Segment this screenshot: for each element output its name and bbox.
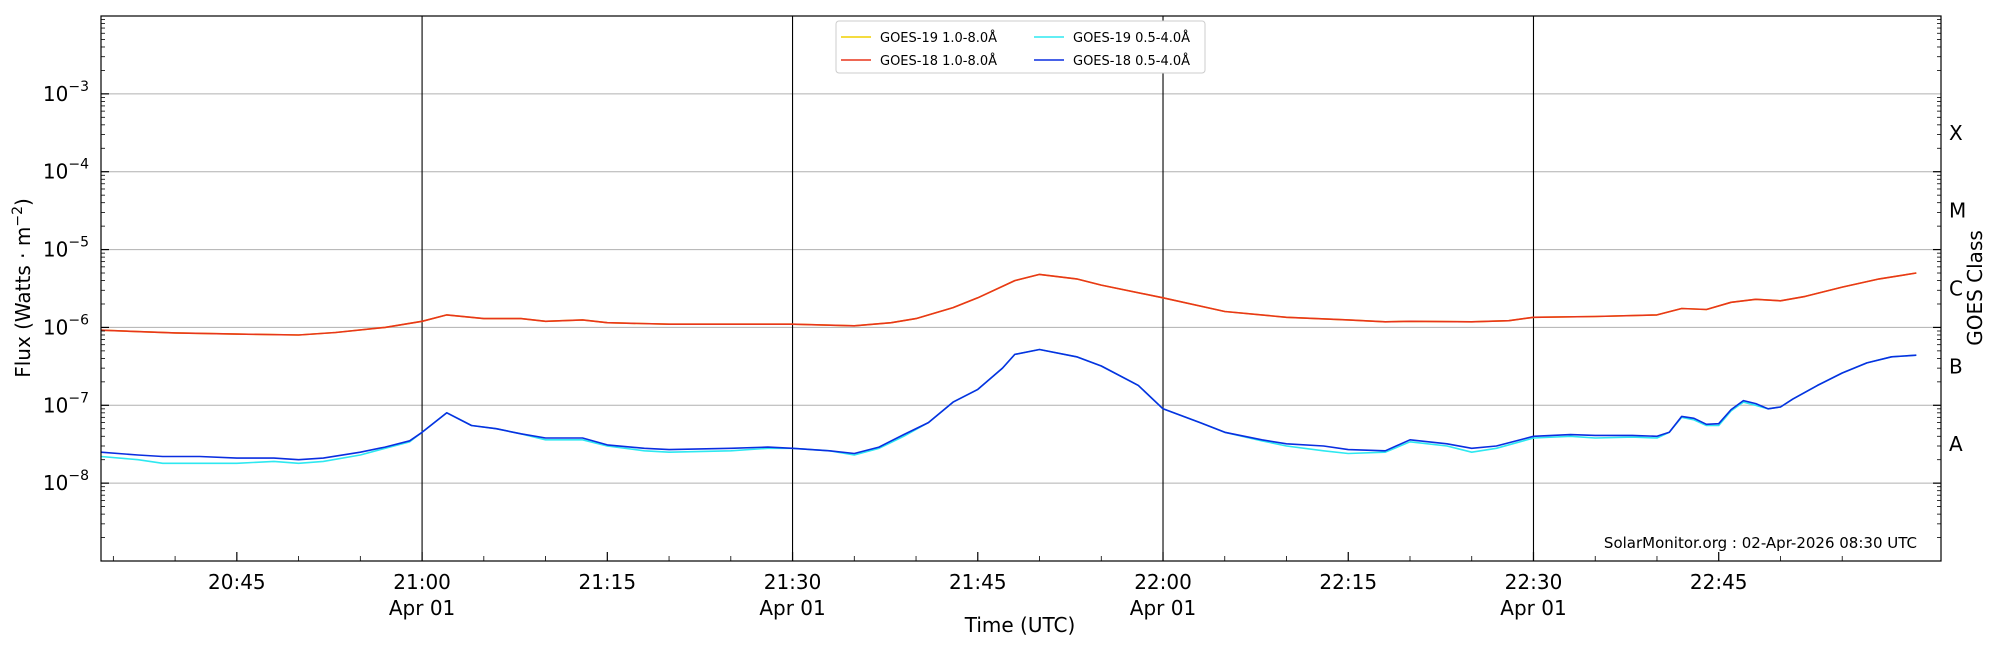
x-tick-label: 22:00: [1134, 570, 1192, 594]
y-axis-label-superscript: −2: [10, 206, 26, 227]
goes-class-label: M: [1949, 199, 1966, 223]
goes-class-axis-label: GOES Class: [1963, 230, 1987, 346]
goes-class-label: C: [1949, 277, 1963, 301]
y-tick-label: 10−5: [43, 235, 89, 262]
y-tick-exponent: −6: [68, 312, 89, 328]
x-tick-label: 21:15: [578, 570, 636, 594]
y-tick-exponent: −7: [68, 390, 89, 406]
goes-class-label: A: [1949, 432, 1963, 456]
x-tick-date-label: Apr 01: [389, 596, 455, 620]
y-tick-exponent: −4: [68, 157, 89, 173]
y-tick-base: 10: [43, 82, 68, 106]
y-tick-label: 10−3: [43, 79, 89, 106]
y-tick-label: 10−7: [43, 390, 89, 417]
y-axis-label-close: ): [11, 198, 35, 206]
x-tick-label: 21:30: [764, 570, 822, 594]
x-tick-date-label: Apr 01: [759, 596, 825, 620]
y-tick-base: 10: [43, 471, 68, 495]
goes-class-labels: A B C M X: [1933, 121, 1966, 484]
x-axis-label: Time (UTC): [964, 613, 1076, 637]
series-line-goes18-short: [100, 348, 1917, 461]
y-tick-exponent: −8: [68, 468, 89, 484]
horizontal-gridlines: [101, 93, 1941, 484]
y-axis-label-main: Flux (Watts · m: [11, 227, 35, 378]
x-tick-date-label: Apr 01: [1500, 596, 1566, 620]
x-tick-label: 22:30: [1505, 570, 1563, 594]
legend-label-goes19-short: GOES-19 0.5-4.0Å: [1073, 30, 1190, 46]
x-tick-label: 21:45: [949, 570, 1007, 594]
legend-label-goes19-long: GOES-19 1.0-8.0Å: [880, 30, 997, 46]
plot-frame: [100, 15, 1942, 562]
x-tick-label: 21:00: [393, 570, 451, 594]
y-tick-base: 10: [43, 393, 68, 417]
y-tick-label: 10−8: [43, 468, 89, 495]
y-tick-exponent: −3: [68, 79, 89, 95]
x-tick-label: 22:45: [1690, 570, 1748, 594]
y-tick-label: 10−4: [43, 157, 89, 184]
legend: GOES-19 1.0-8.0Å GOES-18 1.0-8.0Å GOES-1…: [835, 20, 1206, 74]
y-axis-ticks: 10−810−710−610−510−410−3: [43, 19, 1941, 538]
legend-label-goes18-short: GOES-18 0.5-4.0Å: [1073, 53, 1190, 69]
legend-label-goes18-long: GOES-18 1.0-8.0Å: [880, 53, 997, 69]
goes-class-label: X: [1949, 121, 1963, 145]
credit-text: SolarMonitor.org : 02-Apr-2026 08:30 UTC: [1604, 534, 1917, 552]
x-tick-label: 22:15: [1319, 570, 1377, 594]
day-marker-lines: [421, 16, 1535, 561]
y-tick-exponent: −5: [68, 235, 89, 251]
series-line-goes18-long: [100, 272, 1917, 336]
x-tick-date-label: Apr 01: [1130, 596, 1196, 620]
y-axis-label: Flux (Watts · m−2): [10, 198, 35, 378]
x-tick-label: 20:45: [208, 570, 266, 594]
y-tick-base: 10: [43, 315, 68, 339]
goes-class-label: B: [1949, 354, 1963, 378]
flux-series: [100, 272, 1917, 465]
y-tick-label: 10−6: [43, 312, 89, 339]
legend-box: [835, 20, 1206, 74]
y-tick-base: 10: [43, 160, 68, 184]
y-tick-base: 10: [43, 238, 68, 262]
